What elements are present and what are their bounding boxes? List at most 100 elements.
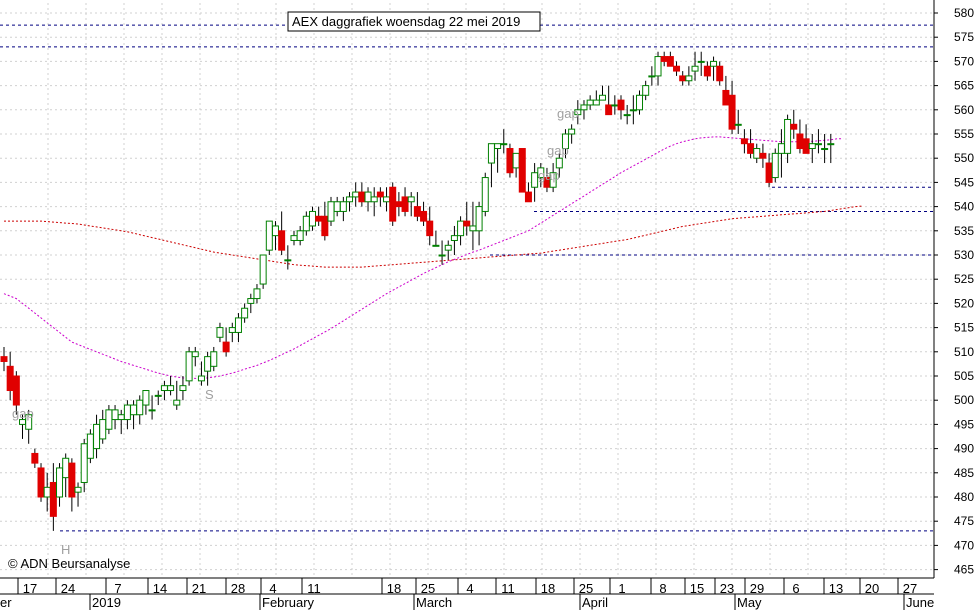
y-tick-label: 575 (954, 30, 974, 44)
candle-body-down (278, 230, 286, 251)
candle-body-up (364, 191, 372, 203)
candle (500, 129, 508, 154)
candle-body-up (290, 235, 298, 241)
candle-body-down (0, 356, 8, 362)
candle-body-up (555, 157, 563, 169)
candle (407, 192, 415, 217)
candle-body-down (679, 75, 687, 82)
chart-annotation: gap (557, 106, 579, 121)
y-tick-label: 470 (954, 538, 974, 552)
candle (821, 134, 829, 164)
candle-body-up (56, 467, 64, 498)
candle (346, 192, 354, 212)
month-label: er (0, 595, 12, 610)
candle-body-down (49, 481, 57, 517)
horizontal-levels (0, 24, 934, 532)
candle-body-up (642, 85, 650, 96)
candle-body-up (265, 220, 273, 251)
candle (734, 109, 742, 134)
candles (0, 51, 835, 531)
candle-body-up (327, 201, 335, 222)
candle-body-up (432, 244, 440, 247)
candle (253, 284, 261, 304)
candle (74, 482, 82, 507)
x-tick-label: 8 (659, 581, 666, 596)
candle-body-up (654, 56, 662, 77)
candle-body-down (518, 148, 526, 193)
x-tick-label: 6 (792, 581, 799, 596)
y-tick-label: 545 (954, 175, 974, 189)
candle (12, 371, 20, 415)
candle (487, 143, 495, 188)
candle-body-up (814, 143, 822, 146)
candle-body-up (697, 60, 705, 63)
candle-body-up (475, 206, 483, 232)
candle-body-up (173, 399, 181, 406)
candle-body-up (636, 94, 644, 111)
candle-body-down (315, 215, 323, 222)
x-tick-label: 27 (903, 581, 917, 596)
candle-body-up (43, 486, 51, 498)
candle (642, 80, 650, 101)
candle-body-up (302, 215, 310, 232)
candle (592, 90, 600, 106)
candle (759, 143, 767, 168)
candle-body-up (574, 109, 582, 116)
candle-body-up (197, 375, 205, 382)
x-tick-label: 18 (541, 581, 555, 596)
candle (654, 51, 662, 86)
chart-annotation: H (61, 542, 70, 557)
candle-body-down (802, 138, 810, 154)
candle (284, 245, 292, 270)
x-tick-label: 4 (466, 581, 473, 596)
candle-body-down (506, 148, 514, 174)
candle (339, 196, 347, 222)
candle-body-up (586, 99, 594, 106)
candle-body-up (691, 65, 699, 72)
candle-body-up (25, 414, 33, 430)
candle (321, 201, 329, 241)
candle (148, 395, 156, 420)
candle (827, 134, 835, 164)
candle-body-up (142, 390, 150, 406)
candle-body-up (210, 351, 218, 367)
candle-body-up (487, 143, 495, 164)
candle (438, 240, 446, 265)
candle-body-down (321, 215, 329, 237)
candle-body-up (784, 118, 792, 154)
candle (296, 225, 304, 246)
y-tick-label: 490 (954, 442, 974, 456)
candle (191, 346, 199, 367)
candle-body-up (148, 409, 156, 412)
y-tick-label: 480 (954, 490, 974, 504)
candle (86, 429, 94, 464)
candle-body-down (759, 152, 767, 159)
month-label: March (416, 595, 452, 610)
candle-body-up (247, 298, 255, 304)
moving-average-long (4, 205, 862, 268)
candle-body-up (549, 172, 557, 188)
candle (0, 346, 8, 372)
candle (790, 109, 798, 139)
x-tick-label: 23 (720, 581, 734, 596)
moving-averages (3, 136, 862, 379)
candle-body-down (6, 365, 14, 392)
y-tick-label: 535 (954, 224, 974, 238)
candle (636, 90, 644, 115)
candle-body-down (413, 206, 421, 217)
y-tick-label: 495 (954, 417, 974, 431)
x-tick-label: 15 (690, 581, 704, 596)
candle-body-up (629, 109, 637, 112)
candle-body-up (80, 443, 88, 483)
candle (68, 458, 76, 512)
chart-annotation: S (205, 387, 214, 402)
candle (617, 95, 625, 120)
chart-annotation: gap (538, 168, 560, 183)
candle (568, 124, 576, 144)
candle-body-up (62, 457, 70, 479)
y-tick-label: 570 (954, 54, 974, 68)
candle-body-down (12, 375, 20, 406)
